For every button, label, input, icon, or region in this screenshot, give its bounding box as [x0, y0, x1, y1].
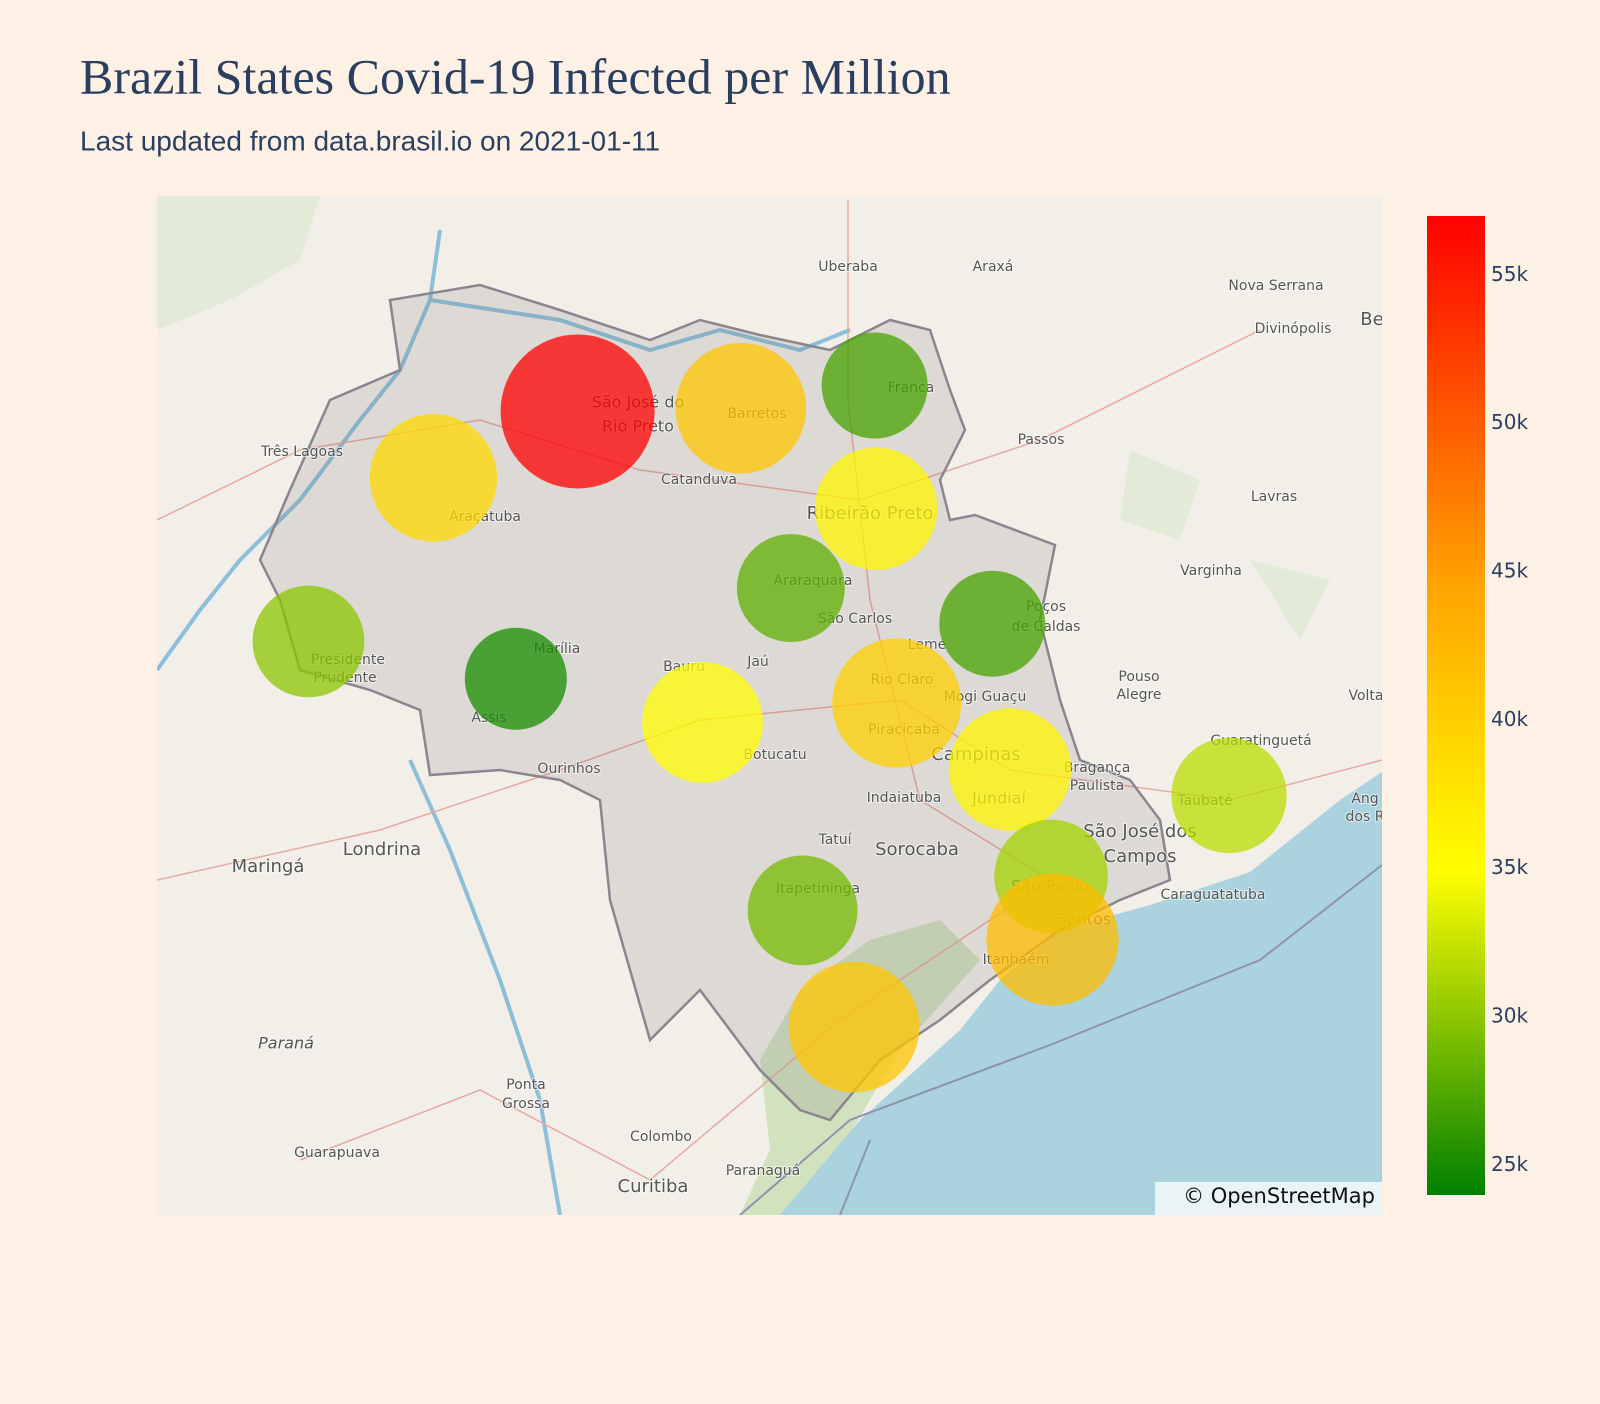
- city-label: São José dos: [1083, 821, 1197, 842]
- bubble[interactable]: [832, 638, 962, 768]
- bubble[interactable]: [821, 332, 928, 439]
- city-label: Ponta: [506, 1077, 545, 1093]
- city-label: Uberaba: [818, 259, 878, 275]
- city-label: Londrina: [343, 839, 421, 860]
- bubble[interactable]: [464, 627, 567, 730]
- city-label: Ang: [1351, 791, 1378, 807]
- colorbar-tick-label: 40k: [1491, 707, 1528, 731]
- bubble[interactable]: [939, 570, 1046, 677]
- river: [157, 229, 851, 1215]
- city-label: Tatuí: [817, 832, 852, 848]
- city-label: Mogi Guaçu: [944, 689, 1027, 705]
- chart-subtitle: Last updated from data.brasil.io on 2021…: [80, 125, 660, 156]
- city-label: Sorocaba: [875, 839, 959, 860]
- bubble[interactable]: [788, 961, 920, 1093]
- city-label: Jaú: [746, 654, 769, 670]
- colorbar-tick-label: 25k: [1491, 1152, 1528, 1176]
- city-label: Alegre: [1116, 687, 1161, 703]
- city-label: Volta: [1348, 688, 1383, 704]
- bubble[interactable]: [675, 342, 807, 474]
- colorbar-tick-label: 30k: [1491, 1004, 1528, 1028]
- colorbar-tick-label: 45k: [1491, 559, 1528, 583]
- chart-title: Brazil States Covid-19 Infected per Mill…: [80, 48, 951, 104]
- city-label: Colombo: [630, 1129, 692, 1145]
- bubble[interactable]: [252, 585, 365, 698]
- city-label: dos R: [1346, 809, 1385, 825]
- city-label: Lavras: [1251, 489, 1297, 505]
- city-label: Grossa: [502, 1096, 550, 1112]
- city-label: Be: [1360, 309, 1383, 330]
- city-label: Ourinhos: [537, 761, 600, 777]
- bubble[interactable]: [500, 334, 655, 489]
- maritime-boundary: [739, 864, 1382, 1215]
- attribution[interactable]: © OpenStreetMap: [1183, 1184, 1375, 1208]
- city-label: Indaiatuba: [867, 790, 942, 806]
- city-label: Araxá: [973, 259, 1014, 275]
- city-label: Curitiba: [618, 1176, 689, 1197]
- colorbar: [1427, 216, 1485, 1195]
- city-label: Varginha: [1180, 563, 1242, 579]
- city-label: Pouso: [1118, 669, 1159, 685]
- colorbar-tick-label: 35k: [1491, 855, 1528, 879]
- city-label: Três Lagoas: [260, 444, 343, 460]
- land-cover: [157, 196, 1330, 640]
- city-label: Maringá: [232, 856, 305, 877]
- bubble[interactable]: [642, 662, 763, 783]
- city-label: Paulista: [1070, 778, 1124, 794]
- map[interactable]: Uberaba Araxá Nova Serrana Divinópolis Passo…: [157, 196, 1385, 1215]
- colorbar-tick-label: 50k: [1491, 410, 1528, 434]
- city-label: Bragança: [1064, 760, 1131, 776]
- city-label: Caraguatatuba: [1161, 887, 1266, 903]
- colorbar-tick-label: 55k: [1491, 262, 1528, 286]
- city-label: Guarapuava: [294, 1145, 380, 1161]
- bubble[interactable]: [1171, 737, 1287, 854]
- city-label: Divinópolis: [1255, 321, 1332, 337]
- bubble[interactable]: [814, 447, 938, 570]
- city-label: Campos: [1104, 846, 1177, 867]
- bubble[interactable]: [736, 534, 845, 643]
- bubble[interactable]: [747, 855, 858, 966]
- bubble[interactable]: [948, 708, 1072, 831]
- road: [157, 200, 1382, 1181]
- city-label: Catanduva: [661, 472, 737, 488]
- bubble[interactable]: [986, 873, 1119, 1006]
- attribution-box: [1155, 1182, 1382, 1215]
- city-label: Botucatu: [743, 747, 806, 763]
- city-label: Paranaguá: [726, 1163, 801, 1179]
- bubble[interactable]: [369, 414, 498, 542]
- city-label: Passos: [1018, 432, 1065, 448]
- city-label: Paraná: [258, 1034, 314, 1053]
- city-label: Nova Serrana: [1228, 278, 1323, 294]
